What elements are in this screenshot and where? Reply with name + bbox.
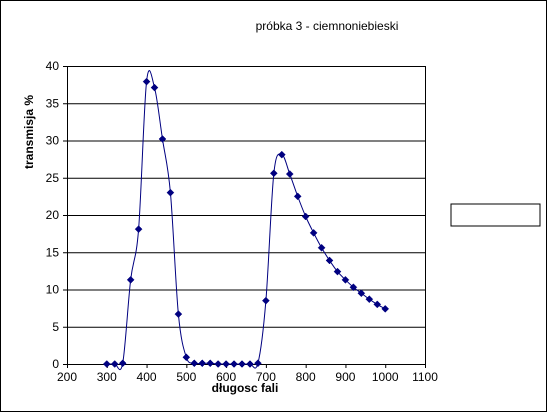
x-tick-label-0: 200 — [57, 370, 77, 384]
data-point-18 — [246, 360, 254, 368]
data-point-22 — [277, 150, 286, 159]
chart-title: próbka 3 - ciemnoniebieski — [256, 19, 399, 33]
y-tick-label-7: 35 — [46, 96, 60, 110]
data-point-27 — [317, 243, 326, 252]
data-point-19 — [254, 359, 262, 368]
data-point-1 — [110, 360, 119, 368]
data-point-29 — [333, 267, 342, 276]
y-tick-label-8: 40 — [46, 59, 60, 73]
y-axis-title: transmisja % — [22, 95, 36, 169]
x-tick-label-7: 900 — [335, 370, 355, 384]
data-point-14 — [214, 360, 223, 368]
data-point-32 — [357, 289, 366, 298]
x-tick-label-4: 600 — [216, 370, 236, 384]
data-point-23 — [285, 170, 294, 178]
data-point-7 — [158, 135, 167, 143]
data-point-30 — [341, 275, 350, 284]
data-point-33 — [365, 295, 374, 304]
x-axis-title: długosc fali — [212, 381, 279, 395]
data-point-10 — [182, 353, 191, 362]
x-tick-label-1: 300 — [97, 370, 117, 384]
x-tick-label-3: 500 — [176, 370, 196, 384]
data-point-34 — [373, 300, 382, 309]
y-tick-label-6: 30 — [46, 134, 60, 148]
data-point-31 — [349, 283, 358, 292]
data-point-11 — [190, 359, 199, 368]
data-point-20 — [262, 296, 270, 305]
data-points — [102, 77, 390, 368]
x-tick-label-9: 1100 — [412, 370, 438, 384]
data-point-21 — [269, 169, 278, 178]
data-point-6 — [150, 83, 159, 92]
axes — [63, 66, 426, 368]
data-point-17 — [238, 360, 246, 368]
data-point-24 — [293, 192, 302, 201]
data-point-35 — [381, 305, 390, 313]
data-point-16 — [230, 360, 238, 368]
legend-box — [450, 203, 541, 227]
y-tick-label-3: 15 — [46, 245, 60, 259]
data-point-3 — [126, 275, 135, 284]
data-point-12 — [198, 359, 207, 368]
x-tick-label-6: 800 — [296, 370, 316, 384]
x-tick-label-2: 400 — [137, 370, 157, 384]
data-point-13 — [206, 359, 215, 368]
data-point-4 — [134, 225, 143, 234]
data-point-9 — [174, 310, 183, 318]
data-point-8 — [166, 188, 175, 197]
y-tick-label-4: 20 — [46, 208, 60, 222]
data-point-26 — [309, 229, 318, 237]
y-tick-label-1: 5 — [52, 320, 59, 334]
x-tick-label-5: 700 — [256, 370, 276, 384]
y-tick-label-5: 25 — [46, 171, 60, 185]
y-tick-label-0: 0 — [52, 357, 59, 371]
data-point-28 — [325, 256, 334, 265]
series-line — [106, 70, 386, 371]
data-point-5 — [142, 77, 151, 86]
x-tick-label-8: 1000 — [372, 370, 399, 384]
y-tick-label-2: 10 — [46, 283, 60, 297]
data-point-0 — [102, 360, 111, 368]
tick-labels: 0 5 10 15 20 25 30 35 40 200 300 400 500 600 700 800 900… — [46, 59, 439, 384]
data-point-15 — [222, 360, 230, 368]
grid-lines — [67, 66, 425, 328]
data-point-25 — [301, 212, 310, 221]
data-point-2 — [118, 359, 127, 368]
